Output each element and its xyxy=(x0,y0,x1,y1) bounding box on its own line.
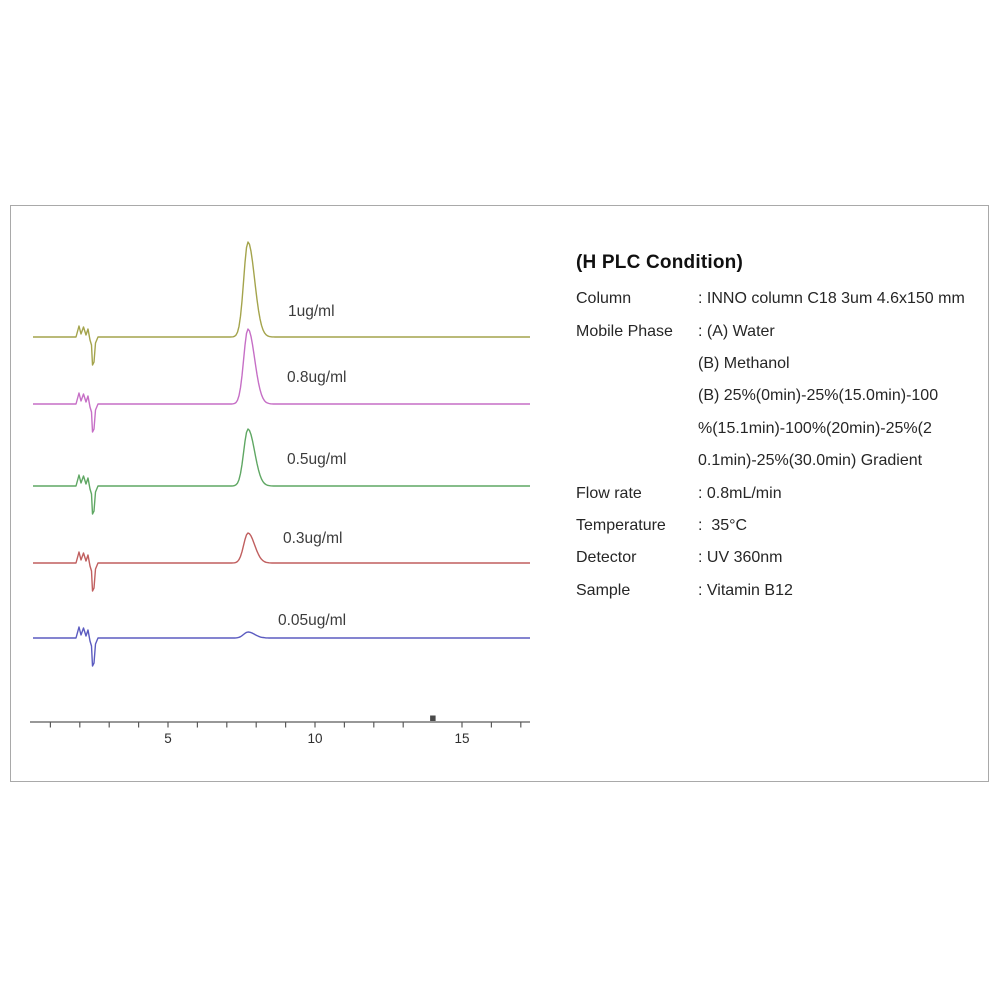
trace-label: 1ug/ml xyxy=(288,303,335,320)
condition-row: Flow rate : 0.8mL/min xyxy=(576,477,986,509)
condition-value: 0.1min)-25%(30.0min) Gradient xyxy=(698,452,923,470)
trace-0.05ug-ml: 0.05ug/ml xyxy=(33,612,530,667)
condition-row: Detector : UV 360nm xyxy=(576,542,986,574)
condition-label: Flow rate xyxy=(576,484,642,502)
condition-row: (B) 25%(0min)-25%(15.0min)-100 xyxy=(576,380,986,412)
condition-value: : INNO column C18 3um 4.6x150 mm xyxy=(698,290,965,308)
trace-line xyxy=(33,532,530,592)
trace-label: 0.5ug/ml xyxy=(287,451,346,468)
axis-artifact-dot xyxy=(430,715,436,721)
trace-label: 0.8ug/ml xyxy=(287,369,346,386)
trace-label: 0.3ug/ml xyxy=(283,530,342,547)
axis-tick-label: 15 xyxy=(454,731,469,746)
condition-value: : Vitamin B12 xyxy=(698,581,793,599)
x-axis: 5 10 15 xyxy=(30,715,530,746)
hplc-conditions-panel: (H PLC Condition) Column : INNO column C1… xyxy=(576,252,986,607)
trace-1ug-ml: 1ug/ml xyxy=(33,241,530,366)
condition-row: Temperature : 35°C xyxy=(576,510,986,542)
trace-label: 0.05ug/ml xyxy=(278,612,346,629)
condition-label: Mobile Phase xyxy=(576,322,673,340)
axis-tick-label: 10 xyxy=(307,731,322,746)
condition-value: : UV 360nm xyxy=(698,549,783,567)
condition-label: Column xyxy=(576,290,632,308)
condition-row: %(15.1min)-100%(20min)-25%(2 xyxy=(576,413,986,445)
condition-value: %(15.1min)-100%(20min)-25%(2 xyxy=(698,419,932,437)
conditions-rows: Column : INNO column C18 3um 4.6x150 mm Mo… xyxy=(576,283,986,607)
condition-value: (B) Methanol xyxy=(698,354,790,372)
condition-label: Sample xyxy=(576,581,631,599)
condition-value: : (A) Water xyxy=(698,322,775,340)
trace-0.8ug-ml: 0.8ug/ml xyxy=(33,328,530,433)
condition-row: Column : INNO column C18 3um 4.6x150 mm xyxy=(576,283,986,315)
axis-tick-label: 5 xyxy=(164,731,172,746)
trace-line xyxy=(33,328,530,433)
condition-value: : 35°C xyxy=(698,516,748,534)
condition-row: Sample : Vitamin B12 xyxy=(576,575,986,607)
condition-label: Detector xyxy=(576,549,637,567)
trace-line xyxy=(33,428,530,515)
condition-row: Mobile Phase : (A) Water xyxy=(576,315,986,347)
trace-0.3ug-ml: 0.3ug/ml xyxy=(33,530,530,592)
condition-value: (B) 25%(0min)-25%(15.0min)-100 xyxy=(698,387,939,405)
condition-value: : 0.8mL/min xyxy=(698,484,782,502)
figure-panel xyxy=(10,205,989,782)
trace-line xyxy=(33,241,530,366)
condition-row: (B) Methanol xyxy=(576,348,986,380)
trace-line xyxy=(33,626,530,667)
trace-0.5ug-ml: 0.5ug/ml xyxy=(33,428,530,515)
conditions-title: (H PLC Condition) xyxy=(576,252,743,273)
condition-label: Temperature xyxy=(576,516,666,534)
condition-row: 0.1min)-25%(30.0min) Gradient xyxy=(576,445,986,477)
